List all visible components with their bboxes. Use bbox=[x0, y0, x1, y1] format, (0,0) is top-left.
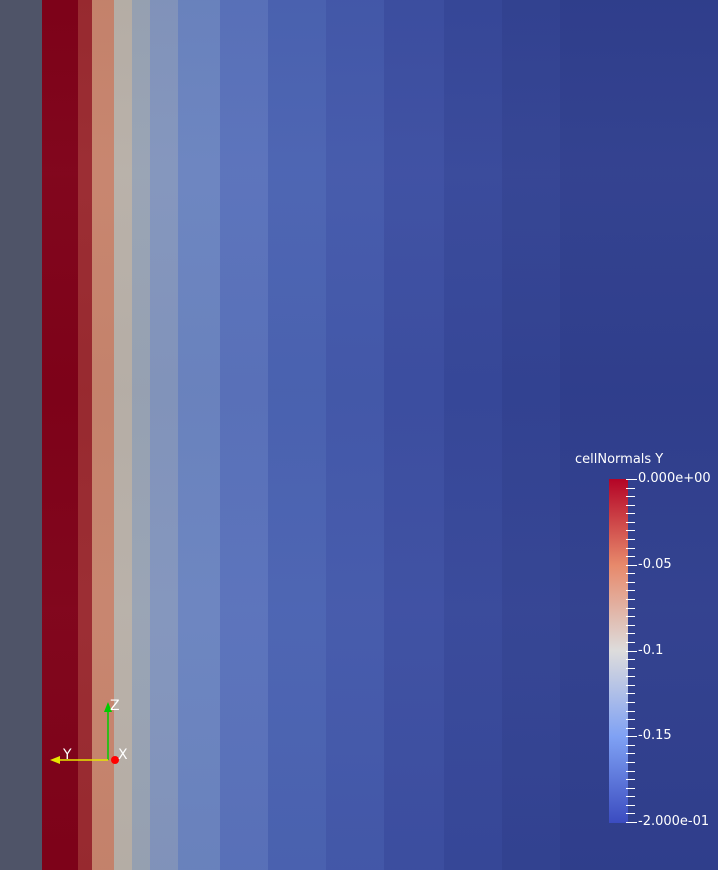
color-band bbox=[114, 0, 132, 870]
color-band bbox=[268, 0, 326, 870]
color-band bbox=[42, 0, 78, 870]
background-margin bbox=[0, 0, 42, 870]
color-band bbox=[220, 0, 268, 870]
z-axis-label: Z bbox=[110, 698, 120, 714]
scalar-bar-tick-label: 0.000e+00 bbox=[638, 471, 711, 486]
x-axis-dot bbox=[111, 756, 119, 764]
orientation-axes-icon bbox=[50, 702, 119, 764]
color-band bbox=[132, 0, 150, 870]
color-band bbox=[92, 0, 114, 870]
scalar-bar-colorbar[interactable] bbox=[609, 479, 628, 823]
y-axis-label: Y bbox=[63, 747, 72, 763]
color-band bbox=[384, 0, 444, 870]
orientation-axes-widget: Z Y X bbox=[44, 694, 134, 774]
scalar-bar-tick-label: -0.15 bbox=[638, 728, 672, 743]
scalar-bar-tick-label: -0.1 bbox=[638, 643, 664, 658]
x-axis-label: X bbox=[118, 747, 128, 763]
color-band bbox=[150, 0, 178, 870]
color-band bbox=[444, 0, 502, 870]
color-band bbox=[78, 0, 92, 870]
surface-color-bands bbox=[42, 0, 718, 870]
scalar-bar-ticks bbox=[626, 479, 637, 823]
scalar-bar-tick-label: -0.05 bbox=[638, 557, 672, 572]
color-band bbox=[502, 0, 560, 870]
color-band bbox=[560, 0, 718, 870]
y-axis-arrowhead bbox=[50, 756, 60, 764]
color-band bbox=[178, 0, 220, 870]
z-axis-arrowhead bbox=[104, 702, 112, 712]
scalar-bar-tick-label: -2.000e-01 bbox=[638, 814, 710, 829]
color-band bbox=[326, 0, 384, 870]
scalar-bar-title: cellNormals Y bbox=[575, 452, 664, 467]
